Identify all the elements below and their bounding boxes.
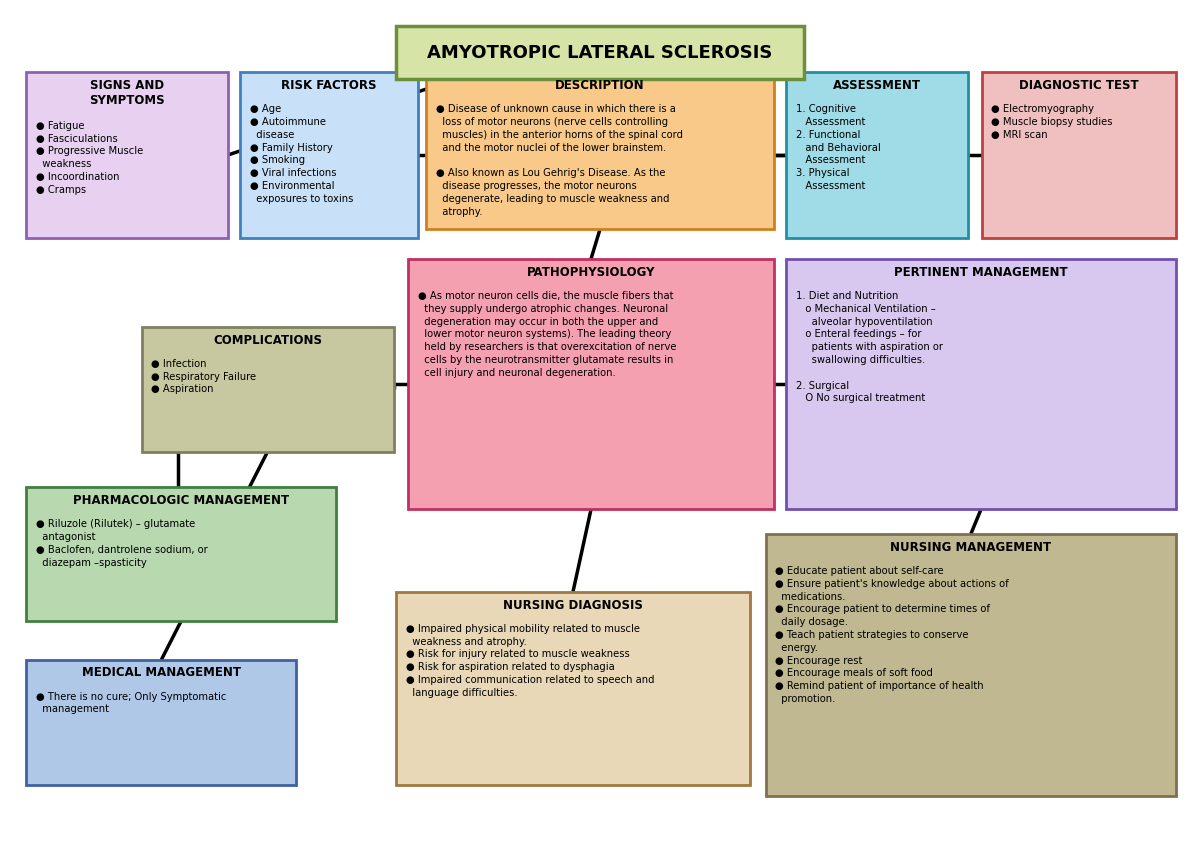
Text: RISK FACTORS: RISK FACTORS bbox=[281, 79, 377, 92]
FancyBboxPatch shape bbox=[26, 487, 336, 621]
FancyBboxPatch shape bbox=[408, 259, 774, 509]
Text: COMPLICATIONS: COMPLICATIONS bbox=[214, 334, 322, 346]
Text: NURSING DIAGNOSIS: NURSING DIAGNOSIS bbox=[503, 599, 643, 611]
FancyBboxPatch shape bbox=[396, 26, 804, 79]
Text: PATHOPHYSIOLOGY: PATHOPHYSIOLOGY bbox=[527, 266, 655, 278]
FancyBboxPatch shape bbox=[26, 72, 228, 238]
Text: MEDICAL MANAGEMENT: MEDICAL MANAGEMENT bbox=[82, 666, 241, 679]
Text: ASSESSMENT: ASSESSMENT bbox=[833, 79, 922, 92]
Text: ● As motor neuron cells die, the muscle fibers that
  they supply undergo atroph: ● As motor neuron cells die, the muscle … bbox=[418, 291, 676, 378]
FancyBboxPatch shape bbox=[982, 72, 1176, 238]
Text: AMYOTROPIC LATERAL SCLEROSIS: AMYOTROPIC LATERAL SCLEROSIS bbox=[427, 43, 773, 62]
Text: ● Educate patient about self-care
● Ensure patient's knowledge about actions of
: ● Educate patient about self-care ● Ensu… bbox=[775, 566, 1009, 704]
Text: ● Electromyography
● Muscle biopsy studies
● MRI scan: ● Electromyography ● Muscle biopsy studi… bbox=[991, 104, 1112, 140]
Text: ● Disease of unknown cause in which there is a
  loss of motor neurons (nerve ce: ● Disease of unknown cause in which ther… bbox=[436, 104, 683, 216]
FancyBboxPatch shape bbox=[766, 534, 1176, 796]
Text: ● There is no cure; Only Symptomatic
  management: ● There is no cure; Only Symptomatic man… bbox=[36, 692, 227, 715]
FancyBboxPatch shape bbox=[142, 327, 394, 452]
Text: SIGNS AND
SYMPTOMS: SIGNS AND SYMPTOMS bbox=[89, 79, 166, 107]
FancyBboxPatch shape bbox=[426, 72, 774, 229]
FancyBboxPatch shape bbox=[786, 259, 1176, 509]
FancyBboxPatch shape bbox=[786, 72, 968, 238]
Text: ● Impaired physical mobility related to muscle
  weakness and atrophy.
● Risk fo: ● Impaired physical mobility related to … bbox=[406, 624, 654, 698]
Text: ● Riluzole (Rilutek) – glutamate
  antagonist
● Baclofen, dantrolene sodium, or
: ● Riluzole (Rilutek) – glutamate antagon… bbox=[36, 520, 208, 568]
Text: ● Age
● Autoimmune
  disease
● Family History
● Smoking
● Viral infections
● Env: ● Age ● Autoimmune disease ● Family Hist… bbox=[250, 104, 353, 204]
Text: PHARMACOLOGIC MANAGEMENT: PHARMACOLOGIC MANAGEMENT bbox=[73, 494, 289, 507]
FancyBboxPatch shape bbox=[26, 660, 296, 785]
Text: ● Infection
● Respiratory Failure
● Aspiration: ● Infection ● Respiratory Failure ● Aspi… bbox=[151, 359, 257, 395]
Text: 1. Cognitive
   Assessment
2. Functional
   and Behavioral
   Assessment
3. Phys: 1. Cognitive Assessment 2. Functional an… bbox=[796, 104, 881, 191]
Text: PERTINENT MANAGEMENT: PERTINENT MANAGEMENT bbox=[894, 266, 1068, 278]
Text: ● Fatigue
● Fasciculations
● Progressive Muscle
  weakness
● Incoordination
● Cr: ● Fatigue ● Fasciculations ● Progressive… bbox=[36, 121, 143, 195]
Text: DIAGNOSTIC TEST: DIAGNOSTIC TEST bbox=[1019, 79, 1139, 92]
Text: NURSING MANAGEMENT: NURSING MANAGEMENT bbox=[890, 541, 1051, 554]
Text: DESCRIPTION: DESCRIPTION bbox=[556, 79, 644, 92]
FancyBboxPatch shape bbox=[396, 592, 750, 785]
FancyBboxPatch shape bbox=[240, 72, 418, 238]
Text: 1. Diet and Nutrition
   o Mechanical Ventilation –
     alveolar hypoventilatio: 1. Diet and Nutrition o Mechanical Venti… bbox=[796, 291, 943, 403]
